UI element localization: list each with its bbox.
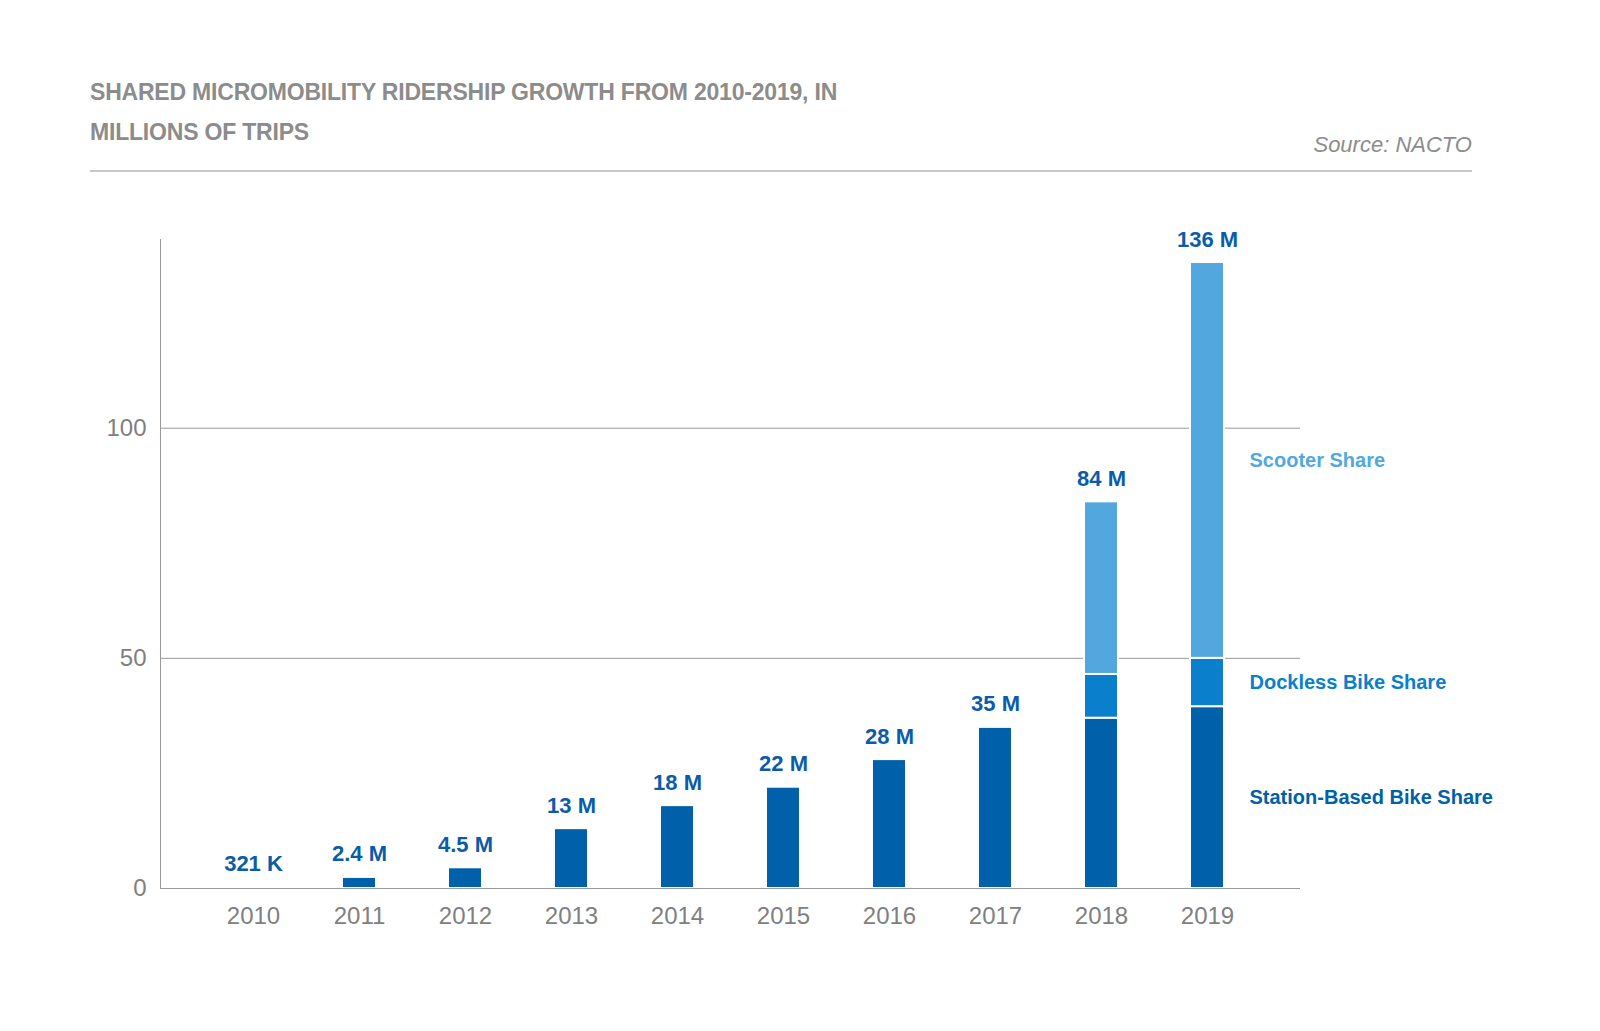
svg-text:2011: 2011 [334, 902, 386, 929]
svg-text:28 M: 28 M [865, 724, 914, 749]
svg-text:35 M: 35 M [971, 691, 1020, 716]
html-text:Source: NACTO: Source: NACTO [1313, 132, 1472, 157]
svg-text:13 M: 13 M [547, 793, 596, 818]
svg-text:18 M: 18 M [653, 770, 702, 795]
svg-text:Scooter Share: Scooter Share [1250, 449, 1386, 471]
svg-text:Dockless Bike Share: Dockless Bike Share [1250, 671, 1447, 693]
svg-text:321 K: 321 K [224, 851, 283, 876]
svg-text:100: 100 [106, 414, 146, 441]
svg-text:136 M: 136 M [1177, 227, 1238, 252]
html-text:SHARED MICROMOBILITY RIDERSHIP: SHARED MICROMOBILITY RIDERSHIP GROWTH FR… [90, 79, 838, 145]
svg-text:50: 50 [120, 644, 147, 671]
svg-text:2015: 2015 [757, 902, 810, 929]
svg-text:84 M: 84 M [1077, 466, 1126, 491]
svg-text:2010: 2010 [227, 902, 280, 929]
svg-text:Station-Based Bike Share: Station-Based Bike Share [1250, 786, 1493, 808]
svg-text:2014: 2014 [651, 902, 704, 929]
svg-text:2016: 2016 [863, 902, 916, 929]
svg-text:2.4 M: 2.4 M [332, 841, 387, 866]
svg-text:4.5 M: 4.5 M [438, 832, 493, 857]
svg-text:0: 0 [133, 874, 146, 901]
svg-text:2017: 2017 [969, 902, 1022, 929]
svg-text:22 M: 22 M [759, 751, 808, 776]
svg-text:2012: 2012 [439, 902, 492, 929]
svg-text:2018: 2018 [1075, 902, 1128, 929]
svg-text:2019: 2019 [1181, 902, 1234, 929]
svg-text:2013: 2013 [545, 902, 598, 929]
